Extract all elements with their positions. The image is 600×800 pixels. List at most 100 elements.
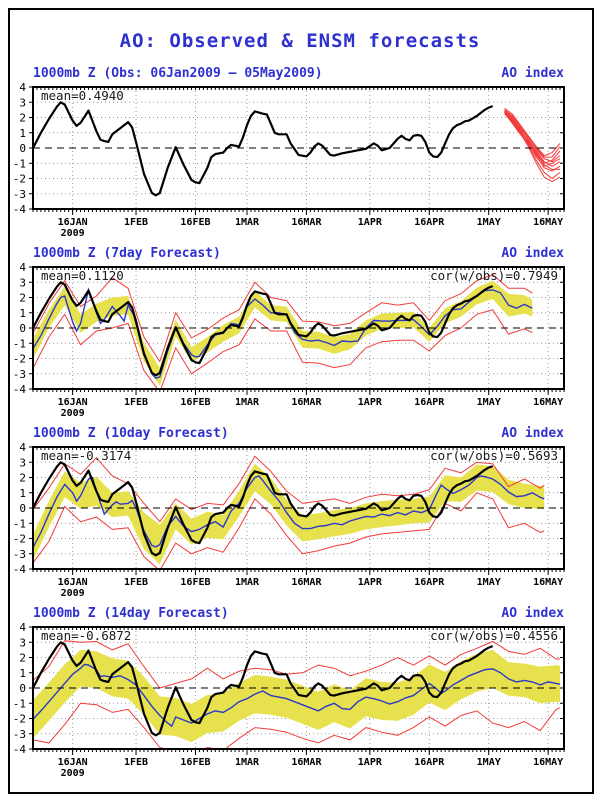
- svg-text:-4: -4: [13, 383, 27, 396]
- svg-text:1FEB: 1FEB: [124, 397, 148, 408]
- panel-title: 1000mb Z (10day Forecast): [33, 426, 229, 441]
- svg-text:-2: -2: [13, 353, 26, 366]
- ao-index-label: AO index: [501, 246, 564, 261]
- svg-text:16FEB: 16FEB: [180, 577, 210, 588]
- svg-text:16JAN: 16JAN: [58, 577, 88, 588]
- svg-text:2009: 2009: [61, 408, 85, 419]
- svg-text:1: 1: [19, 487, 26, 500]
- svg-text:1APR: 1APR: [358, 397, 383, 408]
- svg-text:mean=0.1120: mean=0.1120: [41, 268, 124, 283]
- svg-text:2: 2: [19, 112, 26, 125]
- svg-text:16APR: 16APR: [414, 397, 445, 408]
- svg-text:1APR: 1APR: [358, 217, 383, 228]
- svg-text:1APR: 1APR: [358, 577, 383, 588]
- chart-title: AO: Observed & ENSM forecasts: [119, 30, 481, 52]
- svg-text:-3: -3: [13, 188, 26, 201]
- svg-text:4: 4: [19, 263, 26, 274]
- svg-text:0: 0: [19, 142, 26, 155]
- svg-text:-4: -4: [13, 563, 27, 576]
- svg-text:mean=-0.6872: mean=-0.6872: [41, 628, 131, 643]
- panel-title: 1000mb Z (7day Forecast): [33, 246, 221, 261]
- svg-text:4: 4: [19, 83, 26, 94]
- svg-text:-2: -2: [13, 173, 26, 186]
- svg-text:16MAR: 16MAR: [291, 577, 322, 588]
- ao-index-label: AO index: [501, 66, 564, 81]
- panel-14day-header: 1000mb Z (14day Forecast) AO index: [0, 606, 600, 623]
- svg-text:-3: -3: [13, 548, 26, 561]
- svg-text:1MAR: 1MAR: [235, 577, 260, 588]
- panel-10day-header: 1000mb Z (10day Forecast) AO index: [0, 426, 600, 443]
- svg-text:3: 3: [19, 636, 26, 649]
- panel-14day-forecast: 1000mb Z (14day Forecast) AO index 16JAN…: [0, 606, 600, 786]
- svg-text:16MAY: 16MAY: [533, 397, 563, 408]
- svg-text:2: 2: [19, 472, 26, 485]
- svg-text:1FEB: 1FEB: [124, 577, 148, 588]
- svg-text:16FEB: 16FEB: [180, 397, 210, 408]
- svg-text:0: 0: [19, 322, 26, 335]
- svg-text:1MAY: 1MAY: [477, 217, 501, 228]
- svg-text:16FEB: 16FEB: [180, 757, 210, 768]
- svg-text:16JAN: 16JAN: [58, 397, 88, 408]
- svg-text:-2: -2: [13, 713, 26, 726]
- svg-text:2: 2: [19, 652, 26, 665]
- svg-text:-3: -3: [13, 728, 26, 741]
- svg-text:2009: 2009: [61, 768, 85, 779]
- svg-text:1MAR: 1MAR: [235, 217, 260, 228]
- svg-text:1MAY: 1MAY: [477, 577, 501, 588]
- svg-text:-1: -1: [13, 157, 26, 170]
- svg-text:16MAR: 16MAR: [291, 757, 322, 768]
- svg-text:1APR: 1APR: [358, 757, 383, 768]
- svg-text:16MAR: 16MAR: [291, 217, 322, 228]
- svg-text:1: 1: [19, 127, 26, 140]
- panel-10day-forecast: 1000mb Z (10day Forecast) AO index 16JAN…: [0, 426, 600, 606]
- svg-text:16MAY: 16MAY: [533, 757, 563, 768]
- svg-text:16FEB: 16FEB: [180, 217, 210, 228]
- svg-text:2009: 2009: [61, 228, 85, 239]
- panel-observed: 1000mb Z (Obs: 06Jan2009 – 05May2009) AO…: [0, 66, 600, 246]
- svg-text:-2: -2: [13, 533, 26, 546]
- svg-text:16APR: 16APR: [414, 757, 445, 768]
- panel-7day-forecast: 1000mb Z (7day Forecast) AO index 16JAN 2…: [0, 246, 600, 426]
- panel-7day-header: 1000mb Z (7day Forecast) AO index: [0, 246, 600, 263]
- svg-text:-1: -1: [13, 337, 26, 350]
- panel-title: 1000mb Z (Obs: 06Jan2009 – 05May2009): [33, 66, 323, 81]
- svg-text:16MAR: 16MAR: [291, 397, 322, 408]
- ao-index-label: AO index: [501, 606, 564, 621]
- svg-text:1: 1: [19, 307, 26, 320]
- svg-text:4: 4: [19, 443, 26, 454]
- svg-text:1FEB: 1FEB: [124, 217, 148, 228]
- svg-text:4: 4: [19, 623, 26, 634]
- svg-text:2009: 2009: [61, 588, 85, 599]
- svg-text:-3: -3: [13, 368, 26, 381]
- svg-text:0: 0: [19, 682, 26, 695]
- svg-text:3: 3: [19, 276, 26, 289]
- svg-text:cor(w/obs)=0.7949: cor(w/obs)=0.7949: [430, 268, 558, 283]
- svg-text:16JAN: 16JAN: [58, 757, 88, 768]
- ao-index-label: AO index: [501, 426, 564, 441]
- svg-text:0: 0: [19, 502, 26, 515]
- svg-text:16APR: 16APR: [414, 217, 445, 228]
- svg-text:cor(w/obs)=0.4556: cor(w/obs)=0.4556: [430, 628, 558, 643]
- svg-text:1MAR: 1MAR: [235, 397, 260, 408]
- svg-text:16JAN: 16JAN: [58, 217, 88, 228]
- svg-text:2: 2: [19, 292, 26, 305]
- svg-text:1: 1: [19, 667, 26, 680]
- svg-text:-4: -4: [13, 743, 27, 756]
- svg-text:1FEB: 1FEB: [124, 757, 148, 768]
- svg-text:16APR: 16APR: [414, 577, 445, 588]
- svg-text:1MAY: 1MAY: [477, 397, 501, 408]
- svg-text:3: 3: [19, 456, 26, 469]
- svg-text:16MAY: 16MAY: [533, 577, 563, 588]
- svg-text:-4: -4: [13, 203, 27, 216]
- svg-text:-1: -1: [13, 517, 26, 530]
- svg-text:mean=-0.3174: mean=-0.3174: [41, 448, 131, 463]
- svg-text:cor(w/obs)=0.5693: cor(w/obs)=0.5693: [430, 448, 558, 463]
- svg-text:16MAY: 16MAY: [533, 217, 563, 228]
- panel-observed-header: 1000mb Z (Obs: 06Jan2009 – 05May2009) AO…: [0, 66, 600, 83]
- svg-text:mean=0.4940: mean=0.4940: [41, 88, 124, 103]
